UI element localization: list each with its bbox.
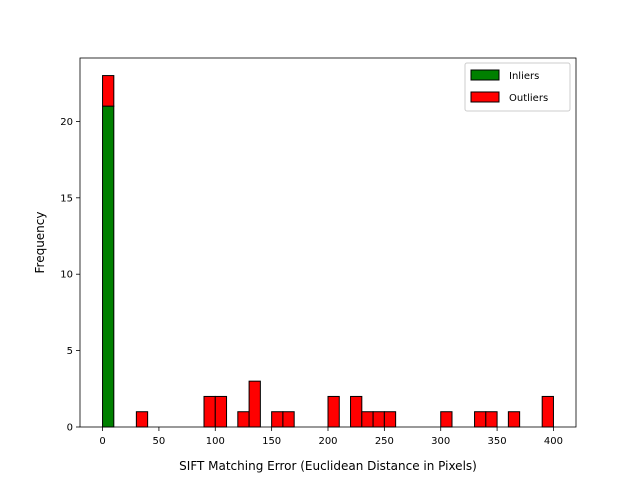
bar-outliers-120 — [237, 411, 250, 428]
bars-group — [102, 75, 554, 428]
x-tick-label-50: 50 — [153, 436, 166, 447]
bar-inliers-0 — [102, 105, 115, 428]
y-tick-label-15: 15 — [60, 193, 73, 204]
y-tick-label-10: 10 — [60, 270, 73, 281]
y-tick-label-0: 0 — [67, 423, 73, 434]
bar-outliers-90 — [203, 395, 216, 428]
legend-label-outliers: Outliers — [509, 93, 548, 104]
x-axis-label: SIFT Matching Error (Euclidean Distance … — [179, 459, 477, 473]
bar-outliers-340 — [485, 411, 498, 428]
bar-outliers-250 — [383, 411, 397, 428]
bar-outliers-240 — [372, 411, 385, 428]
bar-outliers-300 — [440, 411, 453, 428]
bar-outliers-330 — [474, 411, 487, 428]
bar-outliers-230 — [361, 411, 374, 428]
plot-frame — [79, 57, 577, 428]
y-axis-ticks: 0 5 10 15 20 — [60, 117, 80, 434]
y-tick-label-5: 5 — [67, 346, 73, 357]
x-tick-label-0: 0 — [99, 436, 105, 447]
x-tick-label-200: 200 — [318, 436, 337, 447]
bar-outliers-200 — [327, 395, 340, 428]
y-tick-label-20: 20 — [60, 117, 73, 128]
y-axis-label: Frequency — [33, 212, 47, 274]
x-tick-label-400: 400 — [544, 436, 563, 447]
x-tick-label-350: 350 — [488, 436, 507, 447]
bar-outliers-160 — [282, 411, 295, 428]
bar-outliers-30 — [135, 411, 149, 428]
bar-outliers-100 — [214, 395, 228, 428]
x-tick-label-300: 300 — [431, 436, 450, 447]
legend: Inliers Outliers — [464, 62, 571, 112]
x-axis-ticks: 0 50 100 150 200 250 300 350 400 — [99, 427, 563, 447]
legend-swatch-outliers — [470, 91, 500, 103]
legend-swatch-inliers — [470, 69, 500, 81]
x-tick-label-150: 150 — [262, 436, 281, 447]
bar-outliers-150 — [271, 411, 284, 428]
bar-outliers-390 — [541, 395, 554, 428]
bar-outliers-220 — [350, 395, 363, 428]
bar-outliers-130 — [248, 380, 261, 428]
legend-label-inliers: Inliers — [509, 71, 539, 82]
bar-outliers-360 — [507, 411, 521, 428]
bar-outliers-0 — [102, 75, 115, 107]
x-tick-label-250: 250 — [375, 436, 394, 447]
x-tick-label-100: 100 — [206, 436, 225, 447]
